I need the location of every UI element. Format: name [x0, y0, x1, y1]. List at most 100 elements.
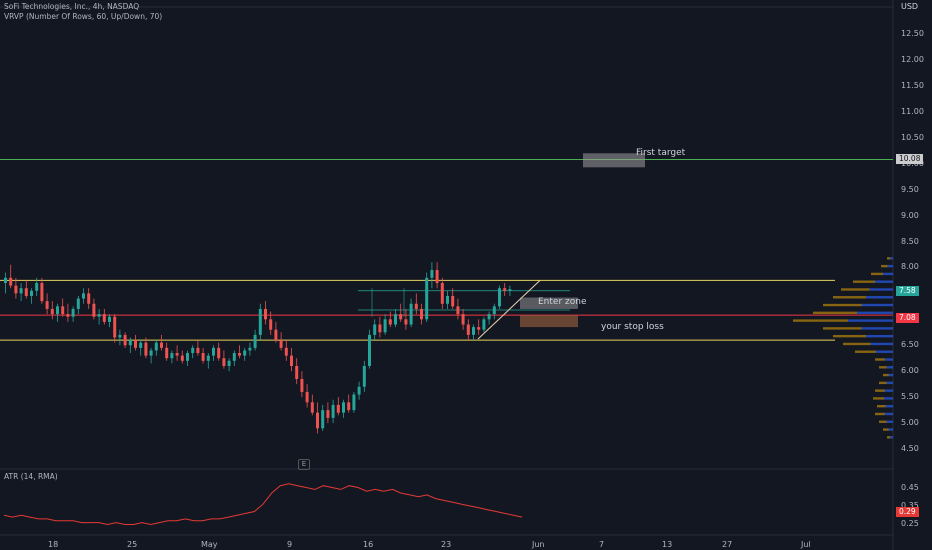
candle-body	[342, 402, 345, 413]
volume-profile-down	[833, 334, 866, 338]
volume-profile-down	[877, 405, 886, 408]
atr-label[interactable]: ATR (14, RMA)	[4, 472, 58, 481]
time-tick-label: 23	[441, 540, 452, 549]
volume-profile-up	[870, 342, 893, 346]
candle-body	[368, 334, 371, 366]
price-tick-label: 8.50	[901, 236, 919, 246]
candle-body	[4, 277, 7, 283]
price-tick-label: 11.00	[901, 106, 924, 116]
candle-body	[264, 308, 267, 320]
candle-body	[144, 342, 148, 356]
volume-profile-up	[887, 264, 893, 268]
volume-profile-up	[875, 280, 893, 283]
price-tick-label: 8.00	[901, 262, 919, 272]
candle-body	[50, 308, 54, 315]
candle-body	[24, 288, 28, 296]
candle-body	[394, 314, 397, 325]
candle-body	[357, 386, 361, 395]
volume-profile-down	[823, 327, 862, 330]
candle-body	[430, 270, 434, 278]
volume-profile-up	[866, 296, 893, 299]
candle-body	[383, 319, 387, 333]
candle-body	[269, 319, 273, 330]
candle-body	[97, 314, 101, 317]
candle-body	[40, 283, 44, 302]
candle-body	[466, 324, 470, 335]
candle-body	[316, 412, 319, 429]
candle-body	[482, 319, 486, 330]
volume-profile-up	[886, 366, 893, 369]
first-target-zone	[583, 153, 645, 168]
candle-body	[82, 293, 85, 299]
volume-profile-up	[886, 381, 893, 385]
volume-profile-down	[887, 436, 891, 439]
volume-profile-up	[857, 311, 893, 315]
candle-body	[362, 366, 366, 387]
candle-body	[186, 353, 189, 361]
candle-body	[300, 378, 304, 392]
volume-profile-down	[879, 381, 887, 385]
indicator-label[interactable]: VRVP (Number Of Rows, 60, Up/Down, 70)	[4, 12, 163, 21]
candle-body	[180, 355, 184, 361]
volume-profile-up	[861, 303, 893, 307]
candle-body	[451, 295, 455, 307]
earnings-marker-icon[interactable]: E	[298, 459, 310, 470]
volume-profile-up	[866, 334, 893, 338]
time-tick-label: Jun	[532, 540, 545, 549]
support-trendline	[477, 280, 541, 340]
volume-profile-up	[884, 358, 893, 361]
candle-body	[9, 277, 13, 286]
candle-body	[326, 410, 330, 418]
candle-body	[35, 283, 39, 291]
currency-label[interactable]: USD	[901, 2, 919, 11]
volume-profile-down	[841, 288, 870, 291]
candle-body	[191, 347, 195, 354]
volume-profile-down	[875, 412, 885, 416]
candle-body	[487, 314, 491, 320]
volume-profile-up	[848, 319, 893, 322]
volume-profile-up	[888, 373, 893, 377]
candle-body	[56, 306, 59, 315]
atr-tick-label: 0.35	[901, 501, 919, 510]
stop-loss-label[interactable]: your stop loss	[601, 322, 664, 332]
volume-profile-down	[833, 296, 866, 299]
candle-body	[321, 410, 325, 429]
time-tick-label: Jul	[801, 540, 811, 549]
price-tick-label: 9.00	[901, 210, 919, 220]
candle-body	[108, 316, 111, 322]
symbol-title[interactable]: SoFi Technologies, Inc., 4h, NASDAQ	[4, 2, 140, 11]
time-tick-label: 13	[662, 540, 673, 549]
volume-profile-up	[884, 397, 893, 400]
candle-body	[206, 355, 210, 361]
price-tick-label: 6.50	[901, 340, 919, 350]
target-price-badge: 10.08	[896, 154, 924, 164]
candle-body	[258, 308, 262, 335]
first-target-label[interactable]: First target	[636, 148, 686, 158]
candle-body	[378, 324, 382, 333]
volume-profile-down	[883, 428, 889, 431]
enter-zone-label[interactable]: Enter zone	[538, 297, 587, 307]
price-tick-label: 6.00	[901, 366, 919, 376]
candle-body	[92, 303, 96, 317]
candle-body	[440, 283, 444, 304]
volume-profile-down	[881, 264, 888, 268]
candle-body	[336, 404, 340, 413]
candle-body	[503, 288, 507, 291]
candle-body	[30, 290, 33, 296]
volume-profile-down	[813, 311, 857, 315]
time-tick-label: 18	[48, 540, 59, 549]
volume-profile-down	[883, 373, 889, 377]
candle-body	[128, 340, 132, 346]
candle-body	[19, 288, 23, 294]
volume-profile-up	[888, 428, 893, 431]
candle-body	[61, 306, 65, 315]
candle-body	[373, 324, 377, 335]
candle-body	[149, 350, 153, 356]
stop-price-badge: 7.08	[896, 313, 919, 323]
volume-profile-down	[875, 358, 885, 361]
candle-body	[414, 303, 418, 309]
price-tick-label: 10.50	[901, 132, 924, 142]
volume-profile-up	[883, 272, 893, 276]
volume-profile-up	[890, 436, 893, 439]
